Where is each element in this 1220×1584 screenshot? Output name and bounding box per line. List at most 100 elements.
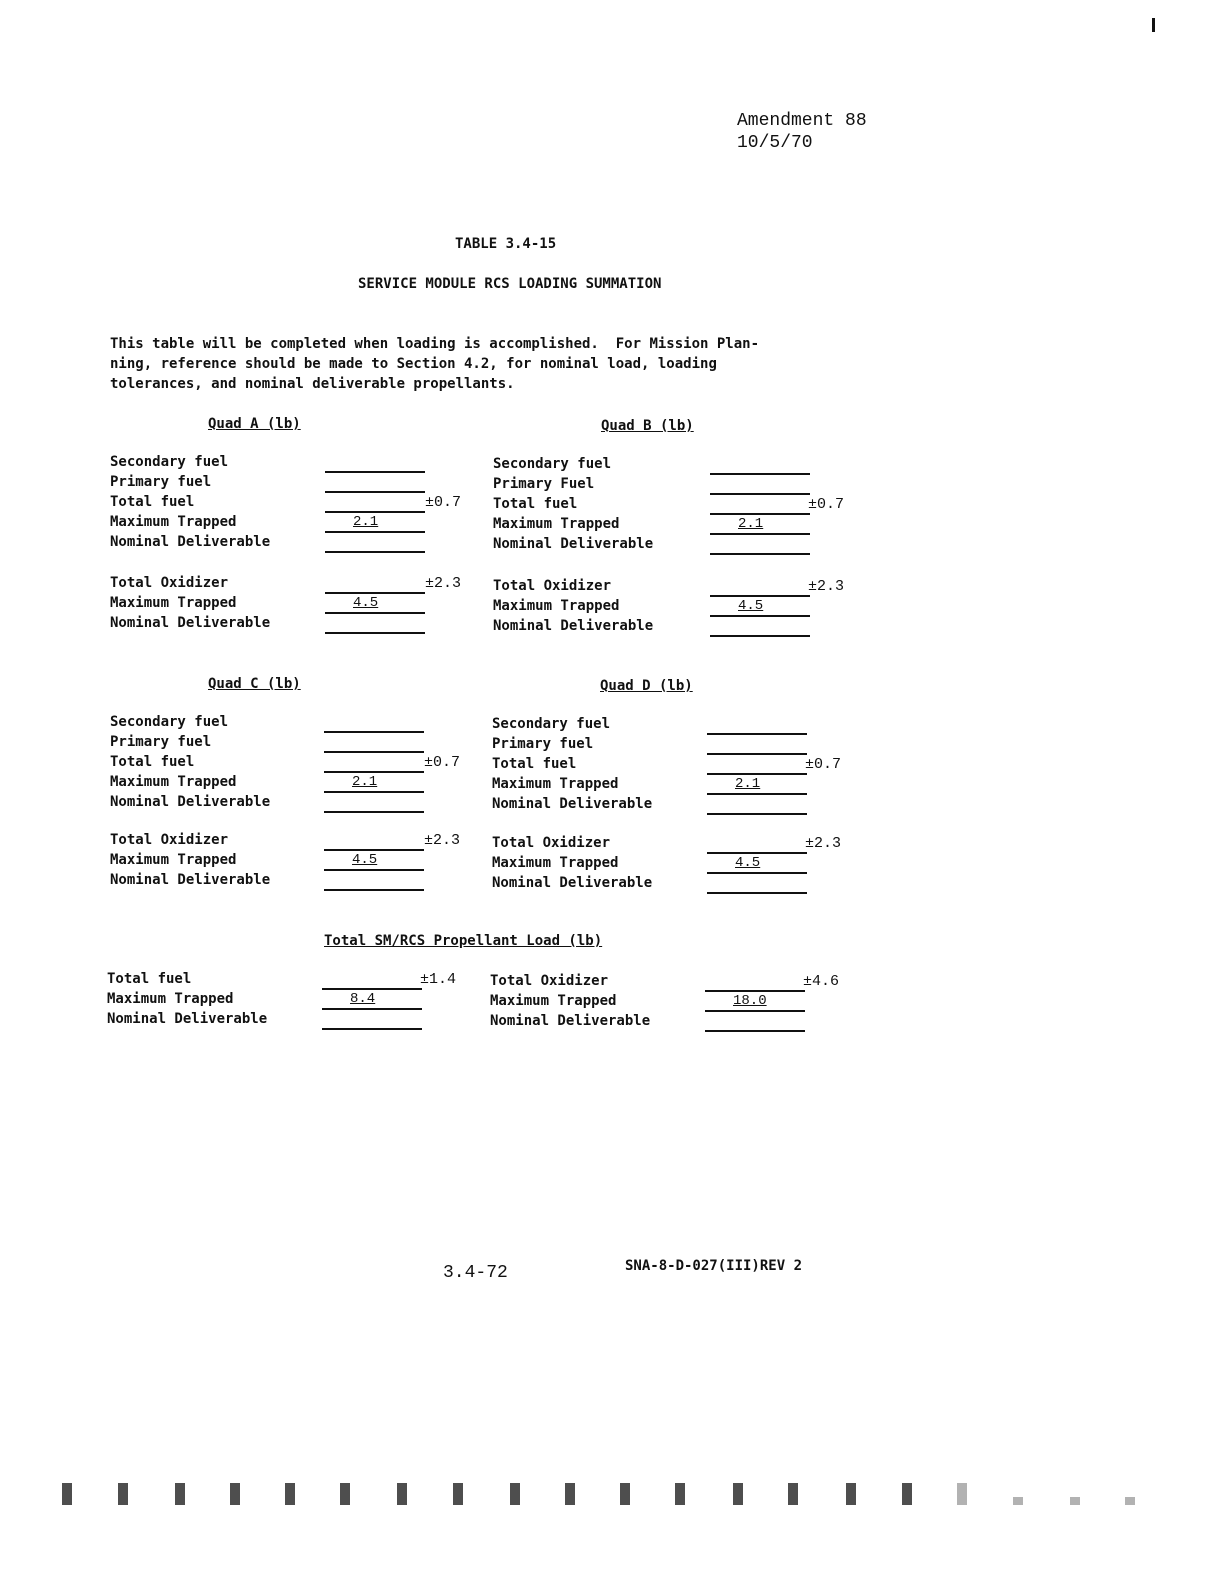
amendment-date: 10/5/70 <box>737 133 813 153</box>
row-label: Total fuel <box>107 971 192 987</box>
value-blank[interactable] <box>322 971 422 990</box>
table-number: TABLE 3.4-15 <box>455 236 557 252</box>
row-value <box>322 1011 350 1027</box>
fuel-row: Maximum Trapped 2.1 <box>492 776 855 796</box>
oxidizer-row: Total Oxidizer ±2.3 <box>492 835 855 855</box>
value-blank[interactable] <box>710 496 810 515</box>
value-blank[interactable] <box>325 575 425 594</box>
value-blank[interactable] <box>322 1011 422 1030</box>
row-label: Maximum Trapped <box>110 774 237 790</box>
row-value <box>324 872 352 888</box>
value-blank[interactable] <box>324 832 424 851</box>
value-blank[interactable] <box>324 794 424 813</box>
film-mark <box>453 1483 463 1505</box>
fuel-row: Secondary fuel <box>110 454 475 474</box>
value-blank[interactable] <box>707 835 807 854</box>
row-label: Primary Fuel <box>493 476 595 492</box>
value-blank[interactable] <box>707 736 807 755</box>
row-label: Total Oxidizer <box>490 973 609 989</box>
value-blank[interactable] <box>324 754 424 773</box>
row-value <box>707 716 735 732</box>
oxidizer-row: Total Oxidizer ±2.3 <box>110 575 475 595</box>
value-blank[interactable] <box>705 973 805 992</box>
tolerance: ±0.7 <box>808 496 845 513</box>
value-blank[interactable] <box>707 796 807 815</box>
quad-heading: Quad D (lb) <box>600 678 693 694</box>
fuel-row: Primary fuel <box>492 736 855 756</box>
film-mark <box>62 1483 72 1505</box>
film-mark <box>175 1483 185 1505</box>
row-value <box>710 578 738 594</box>
value-blank[interactable]: 18.0 <box>705 993 805 1012</box>
fuel-row: Total fuel ±0.7 <box>493 496 858 516</box>
fuel-row: Secondary fuel <box>493 456 858 476</box>
value-blank[interactable] <box>325 615 425 634</box>
value-blank[interactable] <box>707 756 807 775</box>
row-label: Nominal Deliverable <box>107 1011 268 1027</box>
fuel-row: Total fuel ±0.7 <box>110 754 474 774</box>
value-blank[interactable] <box>324 714 424 733</box>
film-mark <box>285 1483 295 1505</box>
value-blank[interactable] <box>324 734 424 753</box>
value-blank[interactable]: 4.5 <box>710 598 810 617</box>
value-blank[interactable] <box>710 618 810 637</box>
value-blank[interactable]: 4.5 <box>324 852 424 871</box>
value-blank[interactable]: 2.1 <box>324 774 424 793</box>
value-blank[interactable]: 2.1 <box>710 516 810 535</box>
value-blank[interactable] <box>325 534 425 553</box>
total-oxidizer-row: Total Oxidizer ±4.6 <box>490 973 853 993</box>
row-label: Maximum Trapped <box>492 855 619 871</box>
tolerance: ±0.7 <box>805 756 842 773</box>
value-blank[interactable] <box>707 716 807 735</box>
value-blank[interactable] <box>325 454 425 473</box>
value-blank[interactable]: 4.5 <box>707 855 807 874</box>
value-blank[interactable] <box>710 536 810 555</box>
row-value <box>707 796 735 812</box>
total-fuel-row: Total fuel ±1.4 <box>107 971 470 991</box>
row-label: Total Oxidizer <box>493 578 612 594</box>
value-blank[interactable] <box>325 474 425 493</box>
film-mark <box>1070 1497 1080 1505</box>
value-blank[interactable] <box>705 1013 805 1032</box>
fuel-row: Secondary fuel <box>492 716 855 736</box>
amendment-header: Amendment 88 10/5/70 <box>737 110 867 154</box>
intro-paragraph: This table will be completed when loadin… <box>110 336 760 392</box>
row-value <box>707 756 735 772</box>
row-label: Total fuel <box>493 496 578 512</box>
value-blank[interactable]: 8.4 <box>322 991 422 1010</box>
scan-mark <box>1152 18 1155 32</box>
row-label: Nominal Deliverable <box>492 875 653 891</box>
row-value <box>710 536 738 552</box>
value-blank[interactable]: 2.1 <box>707 776 807 795</box>
row-label: Secondary fuel <box>492 716 611 732</box>
film-mark <box>565 1483 575 1505</box>
row-label: Primary fuel <box>492 736 594 752</box>
row-label: Total fuel <box>110 754 195 770</box>
row-label: Secondary fuel <box>110 454 229 470</box>
value-blank[interactable] <box>707 875 807 894</box>
row-label: Maximum Trapped <box>110 595 237 611</box>
row-value: 2.1 <box>735 776 761 792</box>
fuel-row: Nominal Deliverable <box>110 534 475 554</box>
value-blank[interactable] <box>324 872 424 891</box>
row-value <box>325 454 353 470</box>
film-mark <box>788 1483 798 1505</box>
value-blank[interactable] <box>710 578 810 597</box>
quad-heading: Quad C (lb) <box>208 676 301 692</box>
row-value <box>705 973 733 989</box>
value-blank[interactable]: 2.1 <box>325 514 425 533</box>
film-mark <box>957 1483 967 1505</box>
tolerance: ±4.6 <box>803 973 840 990</box>
film-mark <box>620 1483 630 1505</box>
value-blank[interactable]: 4.5 <box>325 595 425 614</box>
row-value: 2.1 <box>738 516 764 532</box>
row-label: Secondary fuel <box>493 456 612 472</box>
tolerance: ±2.3 <box>805 835 842 852</box>
row-value <box>325 575 353 591</box>
value-blank[interactable] <box>325 494 425 513</box>
row-value: 2.1 <box>353 514 379 530</box>
fuel-row: Primary fuel <box>110 474 475 494</box>
value-blank[interactable] <box>710 476 810 495</box>
value-blank[interactable] <box>710 456 810 475</box>
row-label: Total Oxidizer <box>492 835 611 851</box>
